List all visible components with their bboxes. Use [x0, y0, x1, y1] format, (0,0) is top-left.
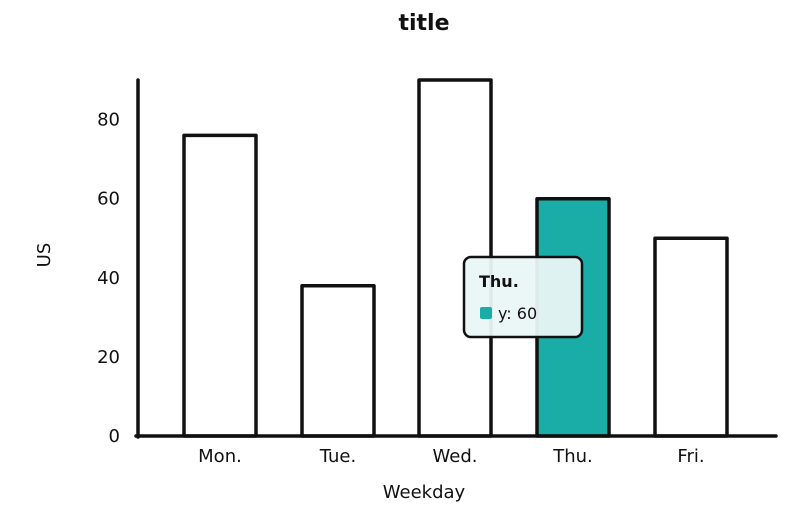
tooltip-box: [462, 255, 584, 339]
tooltip-value-text: y: 60: [498, 304, 537, 323]
axes-group: [134, 78, 778, 439]
y-tick-label: 20: [97, 347, 120, 368]
x-axis-label: Weekday: [383, 482, 466, 503]
bar-fri[interactable]: [653, 236, 729, 438]
y-tick-label: 0: [109, 426, 120, 447]
bar-tue[interactable]: [300, 283, 376, 438]
y-tick-label: 40: [97, 268, 120, 289]
tick-labels-group: 0 20 40 60 80 Mon. Tue. Wed. Thu. Fri.: [97, 110, 704, 467]
x-tick-label: Thu.: [552, 446, 593, 467]
tooltip: Thu. y: 60: [462, 255, 584, 339]
y-axis-label: US: [34, 243, 55, 268]
x-tick-label: Mon.: [198, 446, 242, 467]
tooltip-title: Thu.: [479, 272, 519, 291]
y-tick-label: 60: [97, 189, 120, 210]
bar-mon[interactable]: [182, 133, 258, 438]
x-tick-label: Tue.: [319, 446, 356, 467]
x-tick-label: Wed.: [433, 446, 478, 467]
tooltip-swatch: [480, 307, 492, 319]
x-tick-label: Fri.: [677, 446, 704, 467]
chart-title: title: [398, 11, 449, 36]
y-tick-label: 80: [97, 110, 120, 131]
bars-group: [182, 78, 729, 438]
